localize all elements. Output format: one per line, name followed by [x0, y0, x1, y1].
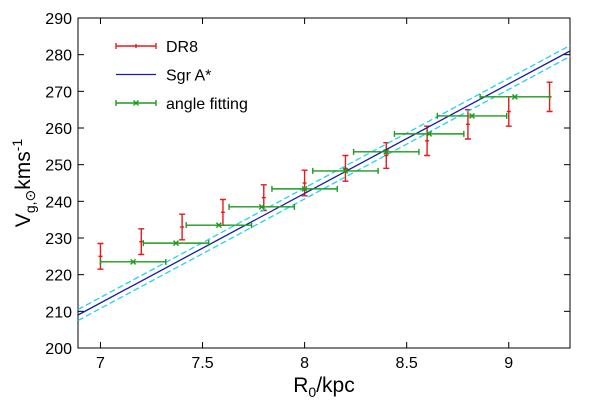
point — [469, 112, 476, 119]
x-axis-label: R0/kpc — [293, 374, 354, 400]
x-tick-label: 8.5 — [396, 355, 418, 372]
model-line — [77, 50, 571, 316]
legend-swatch — [133, 100, 139, 106]
point — [258, 203, 265, 210]
point — [130, 258, 137, 265]
y-tick-label: 260 — [45, 121, 72, 138]
y-tick-label: 290 — [45, 11, 72, 28]
y-label-rest: kms — [12, 151, 35, 190]
y-label-main: V — [12, 213, 35, 227]
x-tick-label: 8 — [300, 355, 309, 372]
point — [511, 93, 518, 100]
y-tick-label: 200 — [45, 341, 72, 358]
x-tick-label: 9 — [504, 355, 513, 372]
point — [426, 130, 433, 137]
y-tick-label: 250 — [45, 158, 72, 175]
legend-label: DR8 — [166, 39, 198, 56]
y-tick-label: 230 — [45, 231, 72, 248]
y-label-sup: -1 — [9, 139, 25, 152]
y-label-sub: g,⊙ — [22, 190, 38, 213]
x-tick-label: 7 — [96, 355, 105, 372]
point — [215, 222, 222, 229]
plot-frame — [77, 17, 571, 349]
x-label-rest: /kpc — [316, 374, 355, 397]
point — [383, 148, 390, 155]
point — [342, 167, 349, 174]
y-tick-label: 220 — [45, 268, 72, 285]
point — [172, 240, 179, 247]
x-tick-label: 7.5 — [191, 355, 213, 372]
legend-label: Sgr A* — [166, 68, 211, 85]
y-axis-label: Vg,⊙kms-1 — [9, 139, 38, 228]
y-tick-label: 280 — [45, 48, 72, 65]
y-tick-label: 270 — [45, 84, 72, 101]
x-label-sub: 0 — [308, 384, 316, 400]
bound-line — [77, 44, 571, 311]
y-tick-label: 240 — [45, 194, 72, 211]
legend-label: angle fitting — [166, 96, 248, 113]
y-tick-label: 210 — [45, 304, 72, 321]
point — [301, 185, 308, 192]
x-label-main: R — [293, 374, 308, 397]
